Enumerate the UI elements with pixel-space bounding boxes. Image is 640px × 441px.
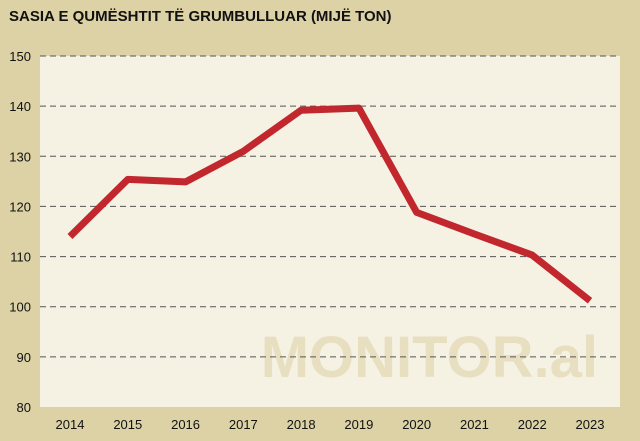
x-tick-label: 2014 <box>56 417 85 432</box>
y-tick-label: 120 <box>9 199 31 214</box>
series-layer <box>67 104 593 304</box>
series-line-0 <box>67 104 593 304</box>
y-tick-label: 130 <box>9 149 31 164</box>
y-tick-label: 100 <box>9 300 31 315</box>
y-tick-label: 80 <box>17 400 31 415</box>
chart-title: SASIA E QUMËSHTIT TË GRUMBULLUAR (MIJË T… <box>9 8 392 25</box>
x-tick-label: 2017 <box>229 417 258 432</box>
x-tick-label: 2022 <box>518 417 547 432</box>
x-tick-label: 2015 <box>113 417 142 432</box>
x-tick-label: 2023 <box>576 417 605 432</box>
x-tick-label: 2019 <box>344 417 373 432</box>
x-tick-label: 2020 <box>402 417 431 432</box>
y-tick-label: 140 <box>9 99 31 114</box>
x-tick-label: 2016 <box>171 417 200 432</box>
y-tick-label: 150 <box>9 49 31 64</box>
plot-area <box>40 56 620 407</box>
x-tick-label: 2018 <box>287 417 316 432</box>
x-tick-label: 2021 <box>460 417 489 432</box>
y-tick-label: 110 <box>10 250 31 265</box>
y-tick-label: 90 <box>17 350 31 365</box>
y-axis-ticks: 80 90 100 110 120 130 140 150 <box>9 49 31 415</box>
x-axis-ticks: 2014 2015 2016 2017 2018 2019 2020 2021 2022 2023 <box>56 417 605 432</box>
watermark: MONITOR.al <box>261 325 598 390</box>
